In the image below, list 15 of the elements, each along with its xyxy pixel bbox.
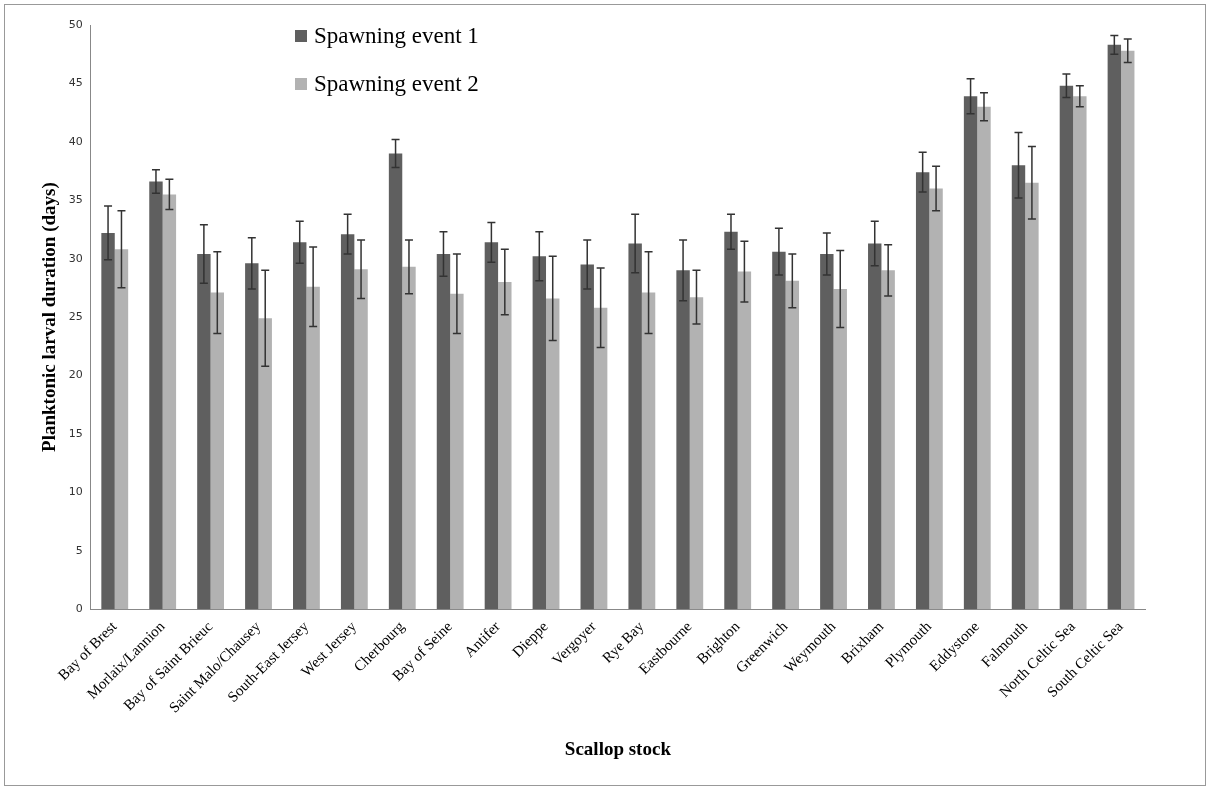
y-tick-label: 15 xyxy=(68,426,83,440)
y-tick-label: 50 xyxy=(68,17,83,31)
y-tick-label: 40 xyxy=(68,134,83,148)
x-axis-title: Scallop stock xyxy=(564,737,672,759)
y-tick-label: 30 xyxy=(68,251,83,265)
y-axis-title: Planktonic larval duration (days) xyxy=(38,182,61,452)
y-tick-label: 25 xyxy=(68,309,83,323)
legend-label: Spawning event 2 xyxy=(314,71,479,97)
legend-label: Spawning event 1 xyxy=(314,23,479,49)
y-tick-label: 45 xyxy=(68,76,83,90)
y-tick-label: 35 xyxy=(68,193,83,207)
y-tick-label: 0 xyxy=(75,602,83,616)
y-tick-label: 20 xyxy=(68,368,83,382)
y-tick-label: 5 xyxy=(75,543,83,557)
y-tick-label: 10 xyxy=(68,485,83,499)
